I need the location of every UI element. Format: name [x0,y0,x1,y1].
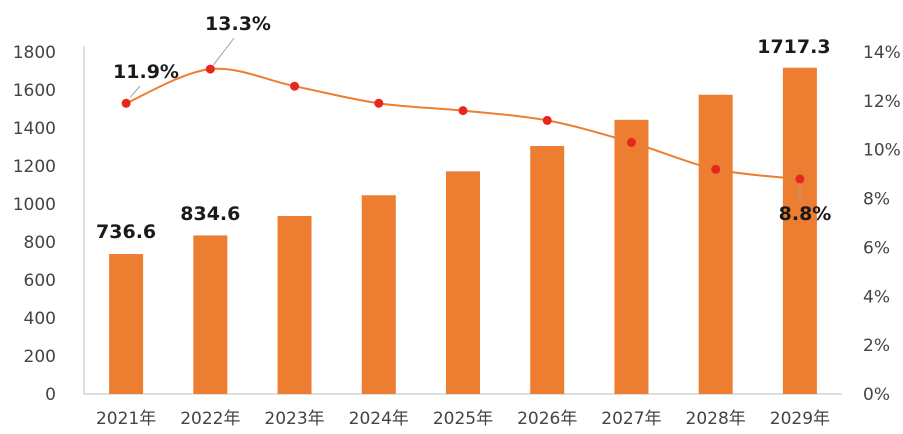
right-axis-tick-label: 10% [863,141,901,161]
rate-data-label: 13.3% [205,13,271,35]
rate-data-label: 11.9% [113,61,179,83]
bar-data-label: 834.6 [180,203,240,225]
bar-data-label: 736.6 [96,221,156,243]
x-axis-tick-label: 2021年 [96,409,156,429]
rate-label-leader [129,85,141,98]
x-axis-tick-label: 2024年 [349,409,409,429]
bar [193,235,228,394]
right-axis-tick-label: 0% [863,385,890,405]
x-axis-tick-label: 2026年 [517,409,577,429]
bar [530,146,565,394]
right-axis-tick-label: 4% [863,287,890,307]
x-axis-tick-label: 2022年 [180,409,240,429]
rate-point [795,174,805,184]
left-axis-tick-label: 400 [24,309,56,329]
rate-point [205,64,215,74]
bar-series [109,67,817,394]
left-axis-tick-label: 1000 [13,195,56,215]
left-axis-tick-label: 800 [24,233,56,253]
bar-data-label: 1717.3 [757,36,830,58]
rate-label-leader [212,37,235,66]
right-axis-tick-label: 2% [863,336,890,356]
left-axis-tick-label: 1200 [13,157,56,177]
rate-line-series [121,64,805,184]
left-axis-tick-label: 1600 [13,81,56,101]
left-axis-tick-label: 1800 [13,43,56,63]
rate-point [626,137,636,147]
rate-point [542,115,552,125]
bar [361,195,396,394]
left-axis-tick-label: 1400 [13,119,56,139]
bar [698,94,733,394]
right-axis-tick-label: 14% [863,43,901,63]
bar [109,254,144,394]
bar [782,67,817,394]
chart-axes: 0 200 400 600 800 1000 1200 1400 1600 1800 0% 2% 4% 6… [13,43,901,429]
data-labels: 736.6 834.6 1717.3 11.9% 13.3% 8.8% [96,13,831,243]
rate-point [121,98,131,108]
left-axis-tick-label: 600 [24,271,56,291]
x-axis-tick-label: 2028年 [686,409,746,429]
rate-point [290,81,300,91]
left-axis-tick-label: 0 [45,385,56,405]
left-axis-tick-label: 200 [24,347,56,367]
right-axis-tick-label: 6% [863,238,890,258]
x-axis-tick-label: 2029年 [770,409,830,429]
bar [446,171,480,394]
x-axis-tick-label: 2023年 [264,409,324,429]
rate-point [374,98,384,108]
bar [277,215,312,394]
x-axis-tick-label: 2025年 [433,409,493,429]
rate-point [711,164,721,174]
right-axis-tick-label: 8% [863,190,890,210]
rate-data-label: 8.8% [779,203,832,225]
right-axis-tick-label: 12% [863,92,901,112]
x-axis-tick-label: 2027年 [601,409,661,429]
rate-point [458,106,468,116]
bar [614,119,649,394]
